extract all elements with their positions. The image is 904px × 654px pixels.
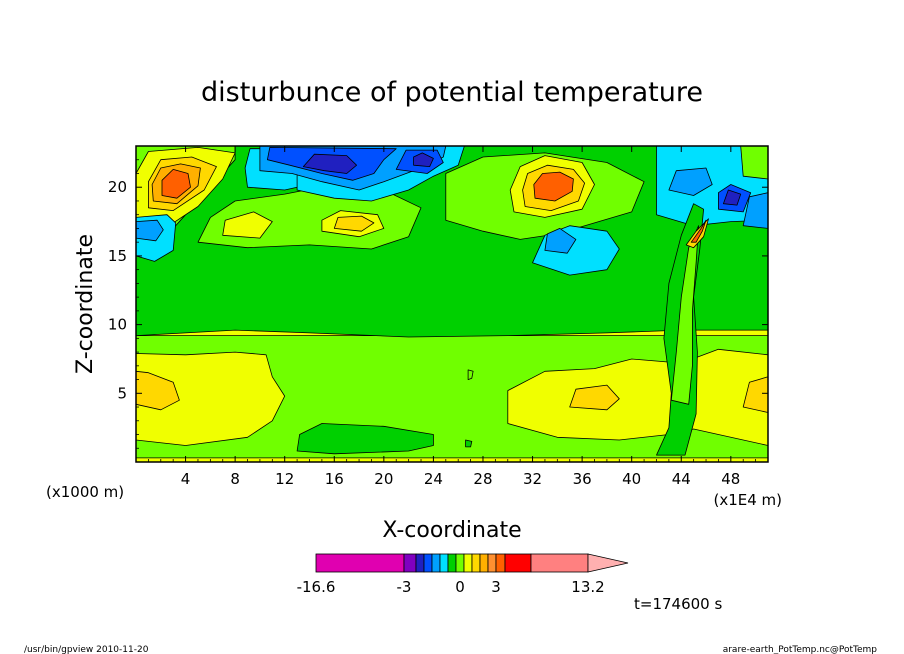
contour-region-red-upper-right (533, 171, 574, 202)
contour-region-blue-right (544, 227, 577, 254)
x-tick-label: 36 (573, 470, 592, 488)
colorbar-segment (431, 553, 441, 573)
plot-area (135, 145, 769, 463)
x-tick-label: 24 (424, 470, 443, 488)
colorbar-segment (471, 553, 481, 573)
colorbar (315, 553, 629, 573)
contour-region-small-yel-blob (467, 369, 474, 381)
contour-region-blue-far-right (668, 167, 713, 196)
x-axis-ticks: 4 8 12 16 20 24 28 32 36 40 44 48 (147, 146, 757, 488)
colorbar-segment (403, 553, 417, 573)
colorbar-segment (530, 553, 589, 573)
contour-region-yel-far-right (740, 145, 769, 180)
footer-right: arare-earth_PotTemp.nc@PotTemp (723, 645, 878, 654)
colorbar-segment (439, 553, 449, 573)
colorbar-tick-label: -3 (397, 578, 412, 596)
colorbar-segment (315, 553, 405, 573)
x-tick-label: 32 (523, 470, 542, 488)
contour-region-red-upper-left (161, 168, 191, 199)
y-tick-label: 15 (108, 247, 127, 265)
contour-region-bottom-green (296, 423, 434, 455)
y-axis-label: Z-coordinate (73, 234, 98, 374)
y-tick-label: 20 (108, 178, 127, 196)
x-tick-label: 16 (325, 470, 344, 488)
colorbar-segment (504, 553, 532, 573)
x-tick-label: 40 (622, 470, 641, 488)
y-tick-label: 10 (108, 316, 127, 334)
colorbar-tick-label: 0 (455, 578, 465, 596)
colorbar-arrow (587, 553, 629, 573)
footer-left: /usr/bin/gpview 2010-11-20 (24, 645, 149, 654)
x-tick-label: 8 (230, 470, 240, 488)
contour-region-purple-mid (302, 153, 358, 174)
x-tick-label: 20 (374, 470, 393, 488)
contour-region-plume-yellow (670, 225, 699, 405)
colorbar-tick-label: -16.6 (297, 578, 336, 596)
colorbar-segment (423, 553, 433, 573)
colorbar-segment (495, 553, 506, 573)
contour-region-small-green-dot (465, 439, 473, 448)
colorbar-tick-label: 13.2 (571, 578, 604, 596)
contour-region-purple-far-right (723, 189, 742, 206)
plot-frame (135, 145, 769, 463)
x-unit-label: (x1000 m) (46, 483, 124, 501)
colorbar-segment (479, 553, 489, 573)
x-tick-label: 4 (181, 470, 191, 488)
contour-regions (135, 145, 769, 459)
x-tick-label: 28 (473, 470, 492, 488)
x-tick-label: 48 (721, 470, 740, 488)
colorbar-segment (447, 553, 457, 573)
colorbar-tick-label: 3 (491, 578, 501, 596)
chart-title: disturbunce of potential temperature (201, 77, 703, 108)
contour-region-or2-upper-mid2 (333, 215, 375, 232)
x-axis-label: X-coordinate (382, 518, 521, 543)
colorbar-segment (463, 553, 473, 573)
x-tick-label: 44 (672, 470, 691, 488)
contour-region-low-orange2-right (569, 384, 620, 411)
colorbar-tick-labels: -16.6 -3 0 3 13.2 (297, 578, 605, 596)
contour-region-purple-mid2 (413, 152, 434, 168)
colorbar-segment (487, 553, 497, 573)
contour-region-low-orange-left (135, 351, 286, 446)
time-label: t=174600 s (634, 595, 722, 613)
contour-region-low-orange-right (507, 348, 769, 446)
x-unit-right-label: (x1E4 m) (713, 491, 782, 509)
x-tick-label: 12 (275, 470, 294, 488)
y-tick-label: 5 (117, 384, 127, 402)
contour-region-or-upper-mid (222, 211, 273, 239)
contour-region-plume-red (690, 219, 707, 243)
y-axis-ticks: 5 10 15 20 (108, 159, 768, 449)
colorbar-segment (455, 553, 465, 573)
colorbar-segment (415, 553, 425, 573)
